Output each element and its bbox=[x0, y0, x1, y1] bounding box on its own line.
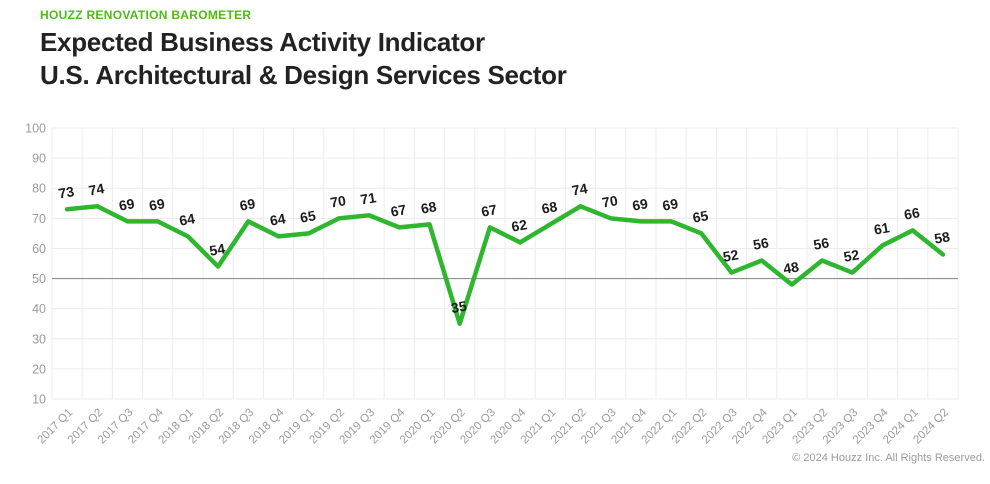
value-label: 69 bbox=[238, 195, 256, 213]
value-label: 67 bbox=[480, 201, 498, 219]
y-axis-label: 90 bbox=[32, 152, 46, 166]
value-label: 52 bbox=[722, 246, 740, 264]
value-label: 67 bbox=[389, 201, 407, 219]
value-label: 62 bbox=[510, 216, 528, 234]
y-axis-label: 40 bbox=[32, 302, 46, 316]
value-label: 74 bbox=[571, 180, 589, 198]
value-label: 64 bbox=[269, 210, 287, 228]
value-label: 56 bbox=[812, 234, 830, 252]
value-label: 54 bbox=[208, 240, 226, 258]
y-axis-label: 50 bbox=[32, 272, 46, 286]
value-label: 69 bbox=[661, 195, 679, 213]
chart-title-line2: U.S. Architectural & Design Services Sec… bbox=[40, 60, 567, 90]
value-label: 56 bbox=[752, 234, 770, 252]
value-label: 70 bbox=[329, 192, 347, 210]
value-label: 52 bbox=[842, 246, 860, 264]
y-axis-label: 60 bbox=[32, 242, 46, 256]
value-label: 64 bbox=[178, 210, 196, 228]
copyright-notice: © 2024 Houzz Inc. All Rights Reserved. bbox=[792, 452, 985, 464]
y-axis-label: 100 bbox=[25, 122, 46, 136]
value-label: 74 bbox=[87, 180, 105, 198]
value-label: 35 bbox=[450, 298, 468, 316]
value-label: 73 bbox=[57, 183, 75, 201]
y-axis-label: 80 bbox=[32, 182, 46, 196]
y-axis-label: 10 bbox=[32, 393, 46, 407]
series-line bbox=[64, 204, 946, 326]
value-label: 58 bbox=[933, 228, 951, 246]
value-label: 68 bbox=[540, 198, 558, 216]
chart-title-line1: Expected Business Activity Indicator bbox=[40, 27, 485, 57]
value-label: 68 bbox=[420, 198, 438, 216]
y-axis-label: 30 bbox=[32, 332, 46, 346]
value-label: 66 bbox=[903, 204, 921, 222]
value-label: 48 bbox=[782, 258, 800, 276]
value-label: 65 bbox=[299, 207, 317, 225]
value-label: 70 bbox=[601, 192, 619, 210]
value-label: 69 bbox=[118, 195, 136, 213]
chart-title: Expected Business Activity Indicator U.S… bbox=[40, 26, 567, 92]
value-label: 71 bbox=[359, 189, 377, 207]
y-axis-label: 20 bbox=[32, 362, 46, 376]
value-label: 69 bbox=[631, 195, 649, 213]
brand-kicker: HOUZZ RENOVATION BAROMETER bbox=[40, 8, 252, 22]
value-label: 65 bbox=[691, 207, 709, 225]
value-label: 69 bbox=[148, 195, 166, 213]
y-axis-label: 70 bbox=[32, 212, 46, 226]
value-label: 61 bbox=[873, 219, 891, 237]
